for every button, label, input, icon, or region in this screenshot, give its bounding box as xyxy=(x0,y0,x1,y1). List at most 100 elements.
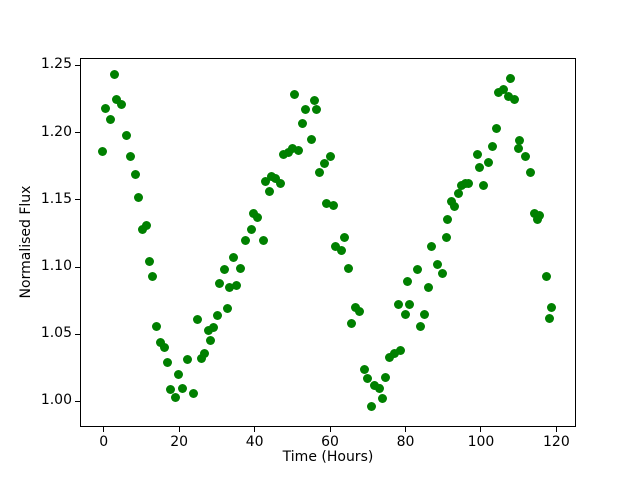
y-tick-mark xyxy=(75,333,80,335)
data-point xyxy=(138,224,148,234)
data-point xyxy=(208,323,218,333)
data-point xyxy=(131,169,141,179)
data-point xyxy=(390,348,400,358)
data-point xyxy=(117,99,127,109)
data-point xyxy=(400,309,410,319)
data-point xyxy=(473,149,483,159)
data-point xyxy=(121,130,131,140)
data-point xyxy=(545,313,555,323)
data-point xyxy=(200,348,210,358)
data-point xyxy=(491,124,501,134)
data-point xyxy=(106,114,116,124)
data-point xyxy=(204,325,214,335)
data-point xyxy=(359,364,369,374)
data-point xyxy=(231,281,241,291)
data-point xyxy=(416,321,426,331)
data-point xyxy=(100,103,110,113)
x-tick-label: 40 xyxy=(245,434,264,450)
data-point xyxy=(278,149,288,159)
data-point xyxy=(546,302,556,312)
data-point xyxy=(192,314,202,324)
data-point xyxy=(294,145,304,155)
data-point xyxy=(159,343,169,353)
data-point xyxy=(298,118,308,128)
data-point xyxy=(275,179,285,189)
data-point xyxy=(240,235,250,245)
data-point xyxy=(98,146,108,156)
data-point xyxy=(163,357,173,367)
data-point xyxy=(506,74,516,84)
x-axis-label: Time (Hours) xyxy=(282,449,374,465)
y-tick-label: 1.10 xyxy=(40,258,72,275)
data-point xyxy=(326,152,336,162)
data-point xyxy=(147,271,157,281)
data-point xyxy=(236,263,246,273)
data-point xyxy=(309,95,319,105)
data-point xyxy=(402,277,412,287)
data-point xyxy=(330,242,340,252)
data-point xyxy=(464,179,474,189)
data-point xyxy=(206,336,215,346)
data-point xyxy=(311,105,321,115)
data-point xyxy=(339,232,349,242)
y-tick-label: 1.15 xyxy=(40,190,72,207)
data-point xyxy=(526,168,536,178)
data-point xyxy=(499,85,509,95)
data-point xyxy=(510,94,520,104)
data-point xyxy=(405,300,415,310)
data-point xyxy=(182,355,192,365)
data-point xyxy=(367,402,377,412)
data-point xyxy=(225,282,235,292)
data-point xyxy=(396,345,406,355)
data-point xyxy=(314,168,324,178)
data-point xyxy=(433,259,443,269)
data-point xyxy=(503,91,513,101)
data-point xyxy=(261,176,271,186)
data-point xyxy=(290,90,300,100)
y-tick-label: 1.20 xyxy=(40,123,72,140)
data-point xyxy=(344,263,354,273)
data-point xyxy=(424,282,434,292)
data-point xyxy=(284,148,294,158)
data-point xyxy=(355,306,365,316)
data-point xyxy=(378,394,388,404)
data-point xyxy=(229,253,239,263)
data-point xyxy=(369,380,379,390)
data-point xyxy=(259,235,269,245)
data-point xyxy=(307,134,317,144)
data-point xyxy=(174,370,184,380)
data-point xyxy=(493,87,503,97)
data-point xyxy=(271,173,281,183)
x-tick-mark xyxy=(178,427,180,432)
data-point xyxy=(478,180,488,190)
data-point xyxy=(188,388,198,398)
data-point xyxy=(393,300,403,310)
data-point xyxy=(133,192,143,202)
data-point xyxy=(266,172,276,182)
y-tick-mark xyxy=(75,199,80,201)
x-tick-mark xyxy=(254,427,256,432)
data-point xyxy=(300,105,310,115)
data-point xyxy=(443,215,453,225)
y-tick-label: 1.00 xyxy=(40,392,72,409)
data-point xyxy=(219,265,229,275)
data-point xyxy=(212,310,222,320)
data-point xyxy=(178,383,188,393)
x-tick-label: 80 xyxy=(396,434,415,450)
data-point xyxy=(347,318,357,328)
data-point xyxy=(196,353,206,363)
x-tick-label: 20 xyxy=(170,434,189,450)
data-point xyxy=(412,265,422,275)
x-tick-label: 60 xyxy=(321,434,339,450)
x-tick-label: 0 xyxy=(99,434,109,450)
data-point xyxy=(515,136,525,146)
data-point xyxy=(265,187,275,197)
data-point xyxy=(253,212,263,222)
x-tick-mark xyxy=(405,427,406,432)
y-tick-mark xyxy=(75,266,80,268)
y-tick-label: 1.25 xyxy=(40,56,72,73)
data-point xyxy=(223,304,233,314)
data-point xyxy=(475,163,485,173)
data-point xyxy=(125,152,135,162)
